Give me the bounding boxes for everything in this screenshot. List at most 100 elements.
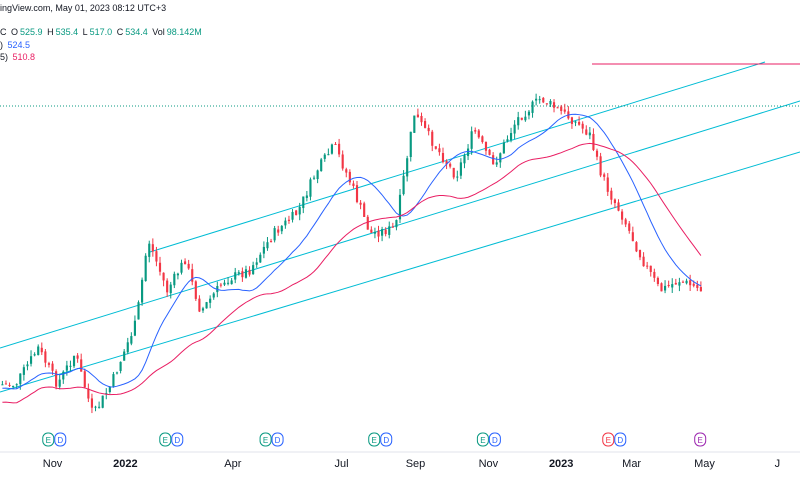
open-value: 525.9: [20, 27, 43, 37]
candle-body: [169, 284, 172, 294]
candle-body: [8, 384, 11, 386]
dividend-event-marker[interactable]: D: [171, 432, 184, 447]
candle-body: [33, 354, 36, 356]
ma-fast-label: ): [0, 40, 3, 50]
candle-body: [463, 155, 466, 164]
candle-body: [173, 273, 176, 286]
candle-body: [205, 302, 208, 309]
candle-body: [585, 129, 588, 135]
candle-body: [184, 261, 187, 265]
candle-body: [488, 149, 491, 155]
candle-body: [15, 384, 18, 386]
candle-body: [502, 142, 505, 154]
candle-body: [323, 154, 326, 159]
candle-body: [112, 374, 115, 387]
candle-body: [284, 220, 287, 226]
candle-body: [241, 271, 244, 278]
dividend-event-marker[interactable]: D: [380, 432, 393, 447]
ma-fast-legend[interactable]: ) 524.5: [0, 40, 32, 50]
candle-body: [402, 175, 405, 195]
candle-body: [438, 148, 441, 153]
candle-body: [570, 117, 574, 124]
candle-body: [456, 176, 459, 178]
candle-body: [592, 133, 595, 150]
ma-slow-legend[interactable]: 5) 510.8: [0, 52, 37, 62]
candle-body: [474, 130, 477, 132]
candle-body: [355, 185, 359, 203]
candle-body: [273, 228, 276, 241]
candle-body: [681, 281, 685, 283]
dividend-event-marker[interactable]: D: [614, 432, 627, 447]
candle-body: [101, 395, 104, 408]
candle-body: [459, 162, 462, 176]
candle-body: [26, 364, 29, 367]
candle-body: [65, 365, 68, 371]
earnings-event-marker[interactable]: E: [368, 432, 381, 447]
candle-body: [624, 219, 627, 225]
candle-body: [22, 367, 25, 375]
close-value: 534.4: [125, 27, 148, 37]
earnings-event-marker[interactable]: E: [476, 432, 489, 447]
dividend-event-marker[interactable]: D: [488, 432, 501, 447]
candle-body: [126, 342, 129, 353]
candle-body: [391, 226, 394, 228]
candle-body: [524, 116, 527, 121]
candle-body: [674, 282, 677, 285]
x-tick-label: 2022: [113, 458, 137, 470]
candle-body: [219, 284, 222, 286]
candle-body: [649, 265, 652, 272]
candle-body: [330, 144, 334, 154]
candle-body: [115, 372, 119, 374]
candle-body: [495, 162, 498, 165]
candle-body: [420, 115, 423, 123]
candle-body: [230, 280, 233, 285]
candle-body: [699, 287, 702, 292]
candle-body: [1, 384, 4, 386]
candle-body: [348, 171, 351, 183]
candle-body: [298, 206, 301, 215]
earnings-event-marker[interactable]: E: [159, 432, 172, 447]
candle-body: [302, 196, 305, 209]
candle-body: [123, 351, 126, 361]
earnings-event-marker[interactable]: E: [602, 432, 615, 447]
candle-body: [255, 262, 258, 265]
candle-body: [338, 143, 341, 155]
candle-body: [549, 100, 552, 105]
candle-body: [398, 194, 402, 220]
dividend-event-marker[interactable]: D: [54, 432, 67, 447]
candle-body: [517, 117, 520, 126]
ma-slow-label: 5): [0, 52, 9, 62]
candle-body: [137, 302, 140, 320]
x-tick-label: 2023: [549, 458, 573, 470]
svg-text:D: D: [57, 436, 63, 445]
candle-body: [660, 283, 663, 292]
candle-body: [98, 406, 101, 408]
earnings-event-marker[interactable]: E: [694, 432, 707, 447]
x-tick-label: Apr: [224, 458, 241, 470]
candle-body: [176, 273, 179, 276]
earnings-event-marker[interactable]: E: [259, 432, 272, 447]
candle-body: [381, 229, 384, 236]
candle-body: [44, 351, 47, 363]
low-value: 517.0: [89, 27, 113, 37]
candle-body: [287, 219, 291, 221]
candle-body: [427, 127, 430, 132]
candle-body: [520, 117, 523, 120]
candle-body: [198, 298, 201, 312]
candle-body: [671, 284, 674, 288]
earnings-event-marker[interactable]: E: [42, 432, 55, 447]
candle-body: [80, 359, 83, 372]
candle-body: [341, 154, 344, 169]
candle-body: [610, 190, 613, 200]
close-label: C: [116, 27, 124, 37]
svg-text:D: D: [617, 436, 623, 445]
candle-body: [248, 269, 251, 275]
candle-body: [395, 220, 398, 228]
candle-body: [90, 398, 94, 408]
dividend-event-marker[interactable]: D: [271, 432, 284, 447]
candle-body: [94, 406, 97, 408]
candle-body: [144, 255, 147, 282]
candle-body: [377, 230, 380, 237]
